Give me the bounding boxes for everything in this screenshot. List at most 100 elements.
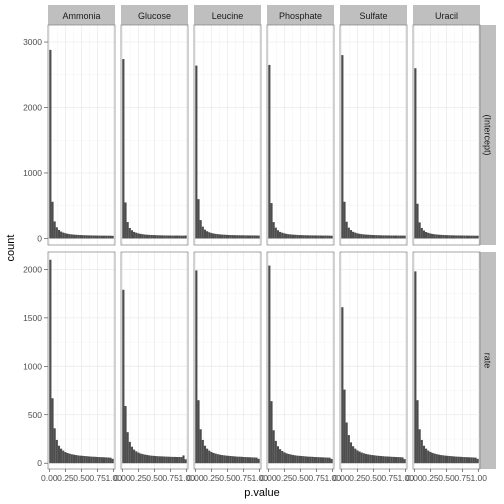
histogram-bar [371,234,374,239]
histogram-bar [300,456,303,464]
histogram-bar [253,457,256,464]
histogram-bar [274,440,277,464]
histogram-bar [270,203,273,239]
histogram-bar [452,235,456,239]
histogram-bar [268,64,271,239]
histogram-bar [98,235,101,239]
histogram-bar [90,456,93,464]
histogram-bar [105,235,108,239]
x-tick-label: 0.00 [41,473,58,483]
histogram-bar [102,235,106,239]
histogram-bar [461,235,464,239]
histogram-bar [124,202,127,239]
histogram-bar [70,454,73,464]
x-tick-label: 0.50 [365,473,382,483]
histogram-bar [255,457,258,464]
histogram-bar [347,227,350,239]
x-tick-label: 0.50 [292,473,309,483]
histogram-bar [326,235,329,239]
x-tick-label: 0.50 [146,473,163,483]
histogram-bar [83,235,86,239]
histogram-bar [94,456,97,464]
histogram-bar [130,446,134,464]
histogram-bar [96,235,99,239]
histogram-bar [208,232,211,239]
histogram-bar [324,457,327,464]
histogram-bar [397,235,400,239]
histogram-bar [233,235,237,239]
histogram-bar [319,457,322,464]
histogram-bar [152,455,155,464]
histogram-bar [248,457,252,464]
histogram-bar [452,456,456,464]
histogram-bar [92,235,95,239]
facet-label-ammonia: Ammonia [62,11,100,21]
histogram-bar [472,235,475,239]
x-tick-label: 0.00 [333,473,350,483]
histogram-bar [315,235,318,239]
histogram-bar [394,456,398,464]
histogram-bar [414,271,417,464]
histogram-bar [109,457,112,464]
histogram-bar [100,457,103,464]
histogram-bar [390,456,393,464]
histogram-bar [345,422,348,464]
histogram-bar [210,451,213,464]
histogram-bar [465,235,468,239]
histogram-bar [379,235,383,239]
histogram-bar [57,445,61,464]
histogram-bar [227,455,230,464]
histogram-bar [281,232,284,239]
histogram-bar [145,454,149,464]
histogram-bar [369,234,372,239]
x-tick-label: 0.50 [438,473,455,483]
histogram-bar [68,453,71,464]
histogram-bar [442,234,445,239]
histogram-bar [356,450,359,464]
panel-border [47,24,116,246]
histogram-bar [382,235,385,239]
histogram-bar [418,222,421,239]
histogram-bar [251,457,254,464]
y-tick-label: 1500 [23,313,42,323]
histogram-bar [197,400,200,464]
histogram-bar [105,457,108,464]
histogram-bar [362,234,365,239]
histogram-bar [309,456,312,464]
histogram-bar [425,448,428,464]
histogram-bar [354,232,357,239]
histogram-bar [360,234,363,239]
histogram-bar [429,233,432,239]
histogram-bar [182,455,185,464]
histogram-bar [75,234,78,239]
histogram-bar [455,235,458,239]
histogram-bar [85,235,88,239]
histogram-bar [182,235,185,239]
histogram-bar [87,235,91,239]
panel-border [120,24,189,246]
histogram-bar [248,235,252,239]
histogram-bar [141,234,144,239]
x-tick-label: 0.75 [162,473,179,483]
y-tick-label: 1000 [23,168,42,178]
histogram-bar [414,68,417,239]
x-tick-label: 0.50 [73,473,90,483]
histogram-bar [399,457,402,464]
histogram-bar [296,455,299,464]
histogram-bar [341,307,344,464]
histogram-bar [276,230,280,239]
histogram-bar [444,455,447,464]
histogram-bar [343,201,346,239]
histogram-bar [212,452,215,464]
histogram-bar [233,456,237,464]
histogram-bar [51,201,54,239]
facet-label-uracil: Uracil [435,11,458,21]
histogram-bar [85,456,88,464]
histogram-bar [66,453,69,464]
histogram-bar [326,457,329,464]
histogram-bar [311,456,314,464]
histogram-bar [317,235,320,239]
histogram-bar [373,455,376,464]
histogram-bar [429,451,432,464]
histogram-bar [96,456,99,464]
